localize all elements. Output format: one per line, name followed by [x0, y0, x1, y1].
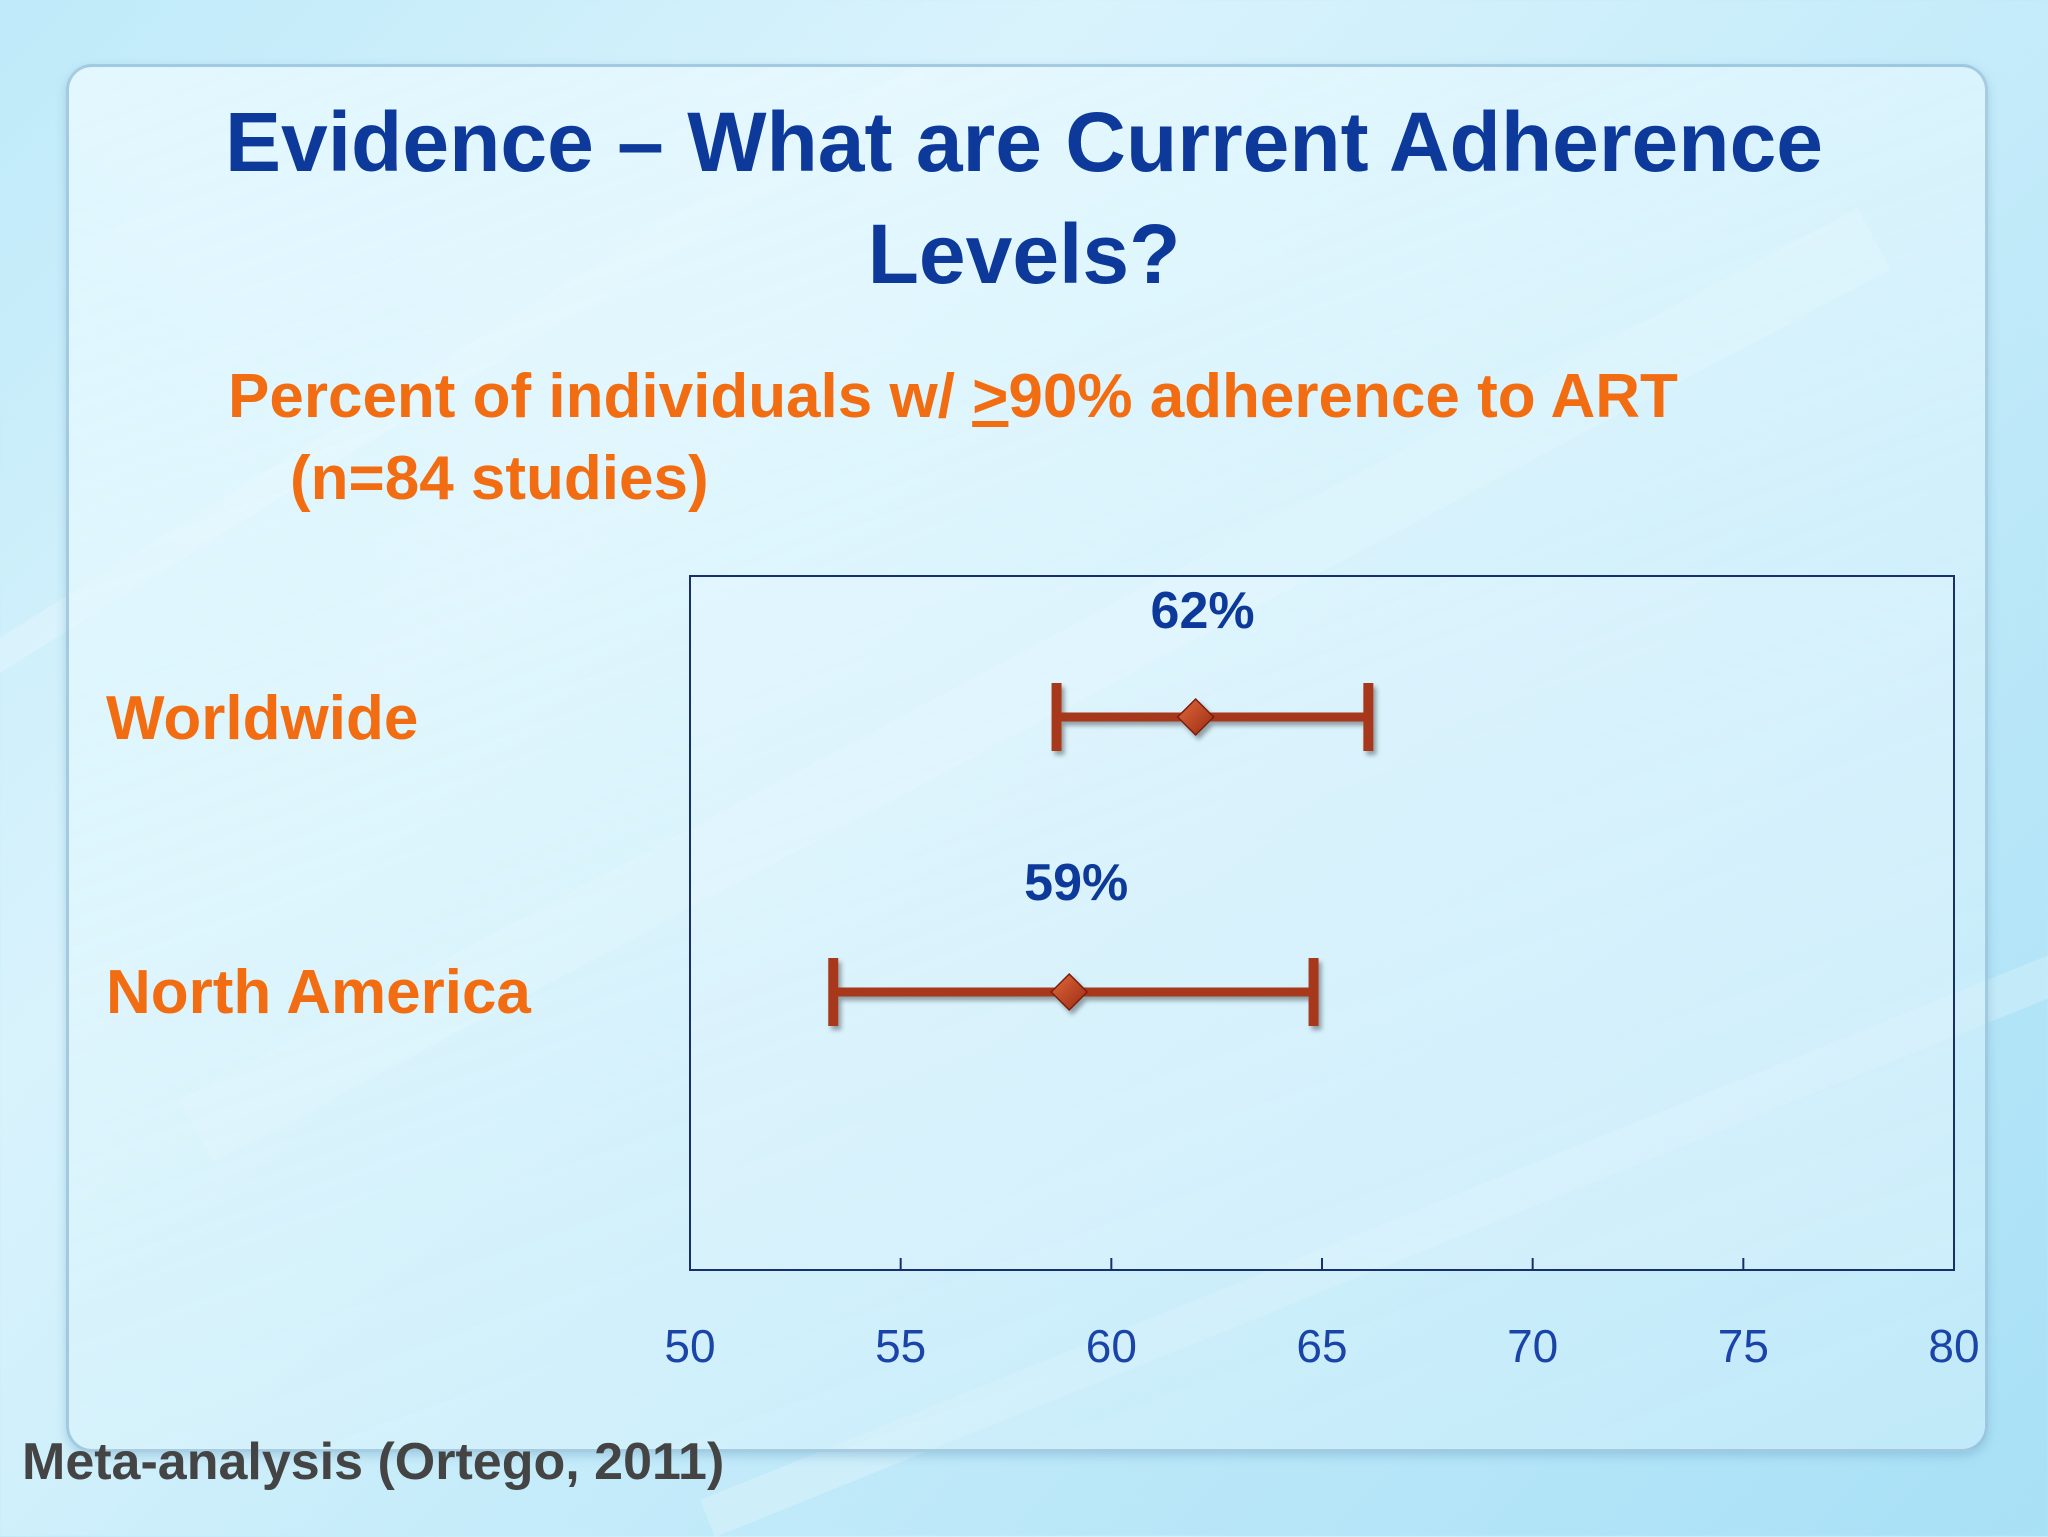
- category-label-worldwide: Worldwide: [106, 684, 419, 753]
- chart-subtitle: Percent of individuals w/ >90% adherence…: [228, 356, 1928, 520]
- x-tick-label: 80: [1928, 1320, 1979, 1372]
- error-bar-group: [1051, 683, 1374, 751]
- category-label-north-america: North America: [106, 958, 531, 1027]
- point-estimate-marker: [1050, 972, 1089, 1012]
- error-bar-group: [828, 958, 1319, 1026]
- x-tick-label: 65: [1296, 1320, 1347, 1372]
- data-label: 62%: [1151, 582, 1255, 640]
- plot-area-frame: [689, 575, 1955, 1271]
- subtitle-line2: (n=84 studies): [290, 444, 709, 513]
- source-footnote: Meta-analysis (Ortego, 2011): [22, 1433, 725, 1491]
- x-tick-label: 55: [875, 1320, 926, 1372]
- x-tick-label: 60: [1086, 1320, 1137, 1372]
- slide-panel: [66, 64, 1988, 1452]
- x-tick-label: 75: [1718, 1320, 1769, 1372]
- subtitle-text-part2: 90% adherence to ART: [1008, 362, 1678, 431]
- subtitle-text-part1: Percent of individuals w/: [228, 362, 973, 431]
- x-tick-label: 50: [664, 1320, 715, 1372]
- slide-title: Evidence – What are Current Adherence Le…: [224, 95, 1824, 301]
- data-label: 59%: [1024, 854, 1128, 912]
- point-estimate-marker: [1176, 697, 1215, 737]
- x-tick-label: 70: [1507, 1320, 1558, 1372]
- subtitle-ge-symbol: >: [972, 362, 1009, 431]
